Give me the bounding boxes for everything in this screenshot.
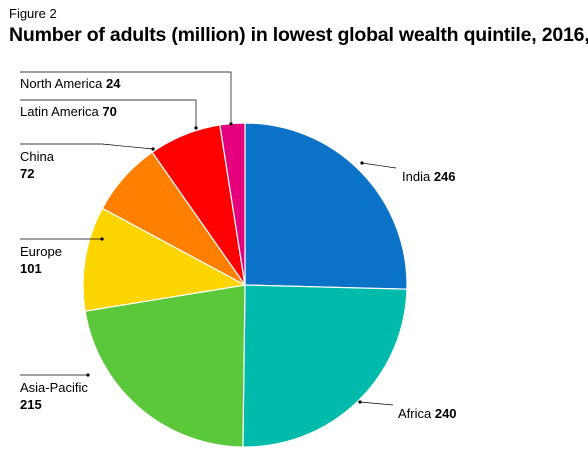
pie-slice-europe [82, 207, 247, 312]
leader-dot [229, 122, 233, 126]
chart-title: Number of adults (million) in lowest glo… [9, 24, 588, 46]
slice-label-name: Europe [20, 244, 62, 259]
leader-line [359, 401, 394, 406]
slice-label: Europe 101 [20, 244, 62, 276]
slice-label-value: 24 [102, 76, 121, 91]
slice-label-name: India [402, 169, 431, 184]
leader-line [20, 71, 232, 124]
leader-dot [358, 400, 362, 404]
slice-label-value: 70 [99, 104, 117, 119]
slice-label-value: 101 [20, 261, 42, 276]
figure-label: Figure 2 [9, 6, 57, 21]
slice-label-name: Africa [398, 406, 432, 421]
leader-dot [194, 126, 198, 130]
slice-label-value: 72 [20, 166, 34, 181]
leader-line [20, 143, 154, 150]
leader-line [20, 99, 197, 128]
slice-label-name: North America [20, 76, 103, 91]
pie-slice-africa [242, 284, 408, 448]
slice-label-name: Asia-Pacific [20, 380, 88, 395]
slice-label-value: 240 [431, 406, 456, 421]
slice-label-name: Latin America [20, 104, 100, 119]
slice-label: India 246 [402, 169, 456, 184]
pie-slice-india [244, 122, 408, 290]
leader-lines [20, 71, 397, 406]
leader-dot [100, 237, 104, 241]
slice-label-value: 246 [430, 169, 455, 184]
pie-slices [82, 122, 408, 448]
slice-label: Latin America 70 [20, 104, 117, 119]
leader-dot [360, 161, 364, 165]
slice-label: Africa 240 [398, 406, 457, 421]
leader-dot [86, 373, 90, 377]
slice-labels: India 246 Africa 240 Asia-Pacific 215 Europe… [20, 76, 457, 421]
slice-label: China 72 [20, 149, 55, 181]
slice-label-value: 215 [20, 397, 42, 412]
leader-dot [151, 147, 155, 151]
slice-label: Asia-Pacific 215 [20, 380, 88, 412]
slice-label: North America 24 [20, 76, 121, 91]
leader-line [361, 162, 397, 169]
pie-slice-asia-pacific [84, 284, 246, 448]
slice-label-name: China [20, 149, 55, 164]
